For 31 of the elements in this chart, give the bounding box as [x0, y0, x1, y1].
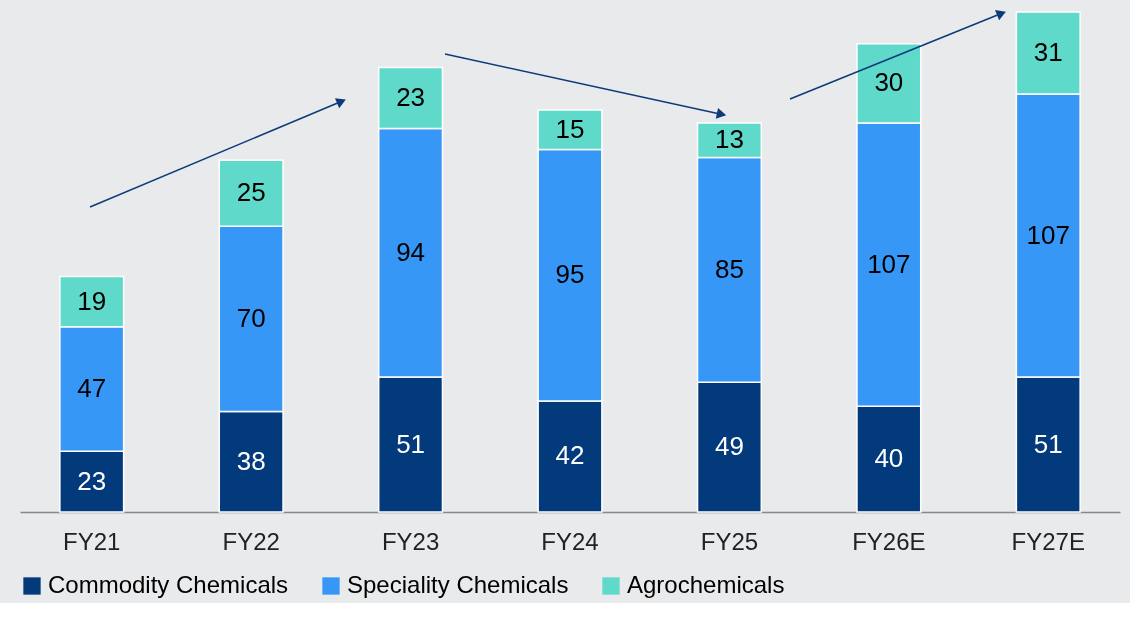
data-label: 107: [867, 248, 911, 279]
data-label: 51: [396, 428, 426, 459]
data-label: 13: [714, 124, 744, 155]
data-label: 25: [236, 177, 266, 208]
x-tick-label: FY23: [381, 527, 440, 555]
x-tick-label: FY27E: [1011, 527, 1085, 555]
legend-label: Agrochemicals: [627, 571, 785, 598]
x-tick-label: FY21: [63, 527, 121, 555]
data-label: 85: [714, 253, 744, 284]
data-label: 40: [874, 443, 904, 474]
data-label: 19: [77, 285, 107, 316]
legend-label: Commodity Chemicals: [48, 571, 289, 598]
x-tick-label: FY22: [222, 527, 280, 555]
data-label: 49: [714, 431, 744, 462]
data-label: 30: [874, 67, 904, 98]
data-label: 31: [1033, 37, 1063, 68]
data-label: 94: [396, 236, 426, 267]
data-label: 38: [236, 445, 266, 476]
data-label: 47: [77, 372, 107, 403]
x-tick-label: FY25: [700, 527, 759, 555]
legend-label: Speciality Chemicals: [347, 571, 569, 598]
x-tick-label: FY24: [541, 527, 599, 555]
data-label: 107: [1026, 219, 1070, 250]
data-label: 95: [555, 259, 585, 290]
data-label: 23: [77, 465, 107, 496]
x-tick-label: FY26E: [852, 527, 926, 555]
data-label: 23: [396, 81, 426, 112]
data-label: 42: [555, 440, 585, 471]
data-label: 70: [236, 302, 266, 333]
data-label: 15: [555, 113, 585, 144]
data-label: 51: [1033, 428, 1063, 459]
